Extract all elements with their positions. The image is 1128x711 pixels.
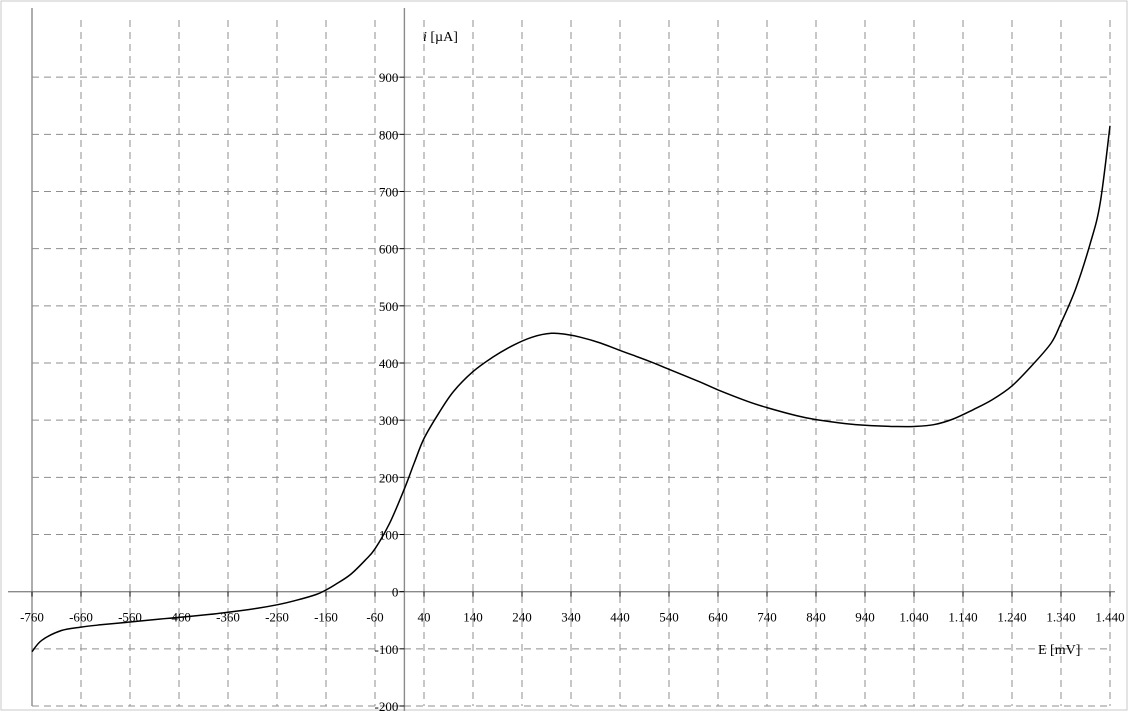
y-tick-label-1: -100 xyxy=(375,642,399,657)
x-tick-label-9: 140 xyxy=(463,610,483,625)
y-tick-labels: -200 -100 0 100 200 300 400 500 600 700 800 900 xyxy=(375,70,405,711)
y-axis-label: i [µA] xyxy=(423,30,458,45)
y-tick-label-11: 900 xyxy=(379,70,399,85)
x-tick-label-14: 640 xyxy=(708,610,728,625)
x-tick-label-18: 1.040 xyxy=(899,610,928,625)
y-tick-label-9: 700 xyxy=(379,185,399,200)
x-tick-label-0: -760 xyxy=(20,610,44,625)
x-tick-label-15: 740 xyxy=(757,610,777,625)
axes xyxy=(8,8,1115,711)
grid-lines xyxy=(31,20,1111,707)
y-tick-label-6: 400 xyxy=(379,356,399,371)
x-tick-label-8: 40 xyxy=(418,610,431,625)
y-axis-label-unit: [µA] xyxy=(427,30,458,45)
x-tick-label-20: 1.240 xyxy=(997,610,1026,625)
y-tick-label-10: 800 xyxy=(379,127,399,142)
x-tick-label-16: 840 xyxy=(806,610,826,625)
x-tick-label-13: 540 xyxy=(659,610,679,625)
y-axis-label-symbol: i xyxy=(423,30,427,45)
x-tick-label-22: 1.440 xyxy=(1095,610,1124,625)
y-tick-label-2: 0 xyxy=(392,585,399,600)
y-tick-label-8: 600 xyxy=(379,242,399,257)
x-tick-label-11: 340 xyxy=(561,610,581,625)
x-tick-label-7: -60 xyxy=(366,610,383,625)
x-tick-label-6: -160 xyxy=(314,610,338,625)
x-tick-label-1: -660 xyxy=(69,610,93,625)
x-tick-label-21: 1.340 xyxy=(1046,610,1075,625)
y-tick-label-4: 200 xyxy=(379,470,399,485)
series-line-current xyxy=(31,125,1111,653)
x-tick-label-17: 940 xyxy=(855,610,875,625)
x-axis-label: E [mV] xyxy=(1038,643,1080,658)
x-tick-label-19: 1.140 xyxy=(948,610,977,625)
x-tick-label-5: -260 xyxy=(265,610,289,625)
y-tick-label-7: 500 xyxy=(379,299,399,314)
y-tick-label-3: 100 xyxy=(379,528,399,543)
x-tick-label-10: 240 xyxy=(512,610,532,625)
y-tick-label-0: -200 xyxy=(375,699,399,711)
y-tick-label-5: 300 xyxy=(379,413,399,428)
x-tick-label-12: 440 xyxy=(610,610,630,625)
